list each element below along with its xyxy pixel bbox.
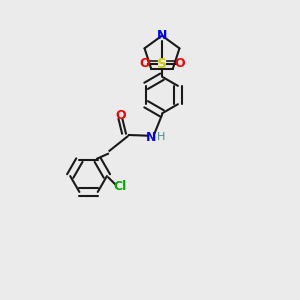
Text: Cl: Cl <box>113 180 127 193</box>
Text: O: O <box>116 109 126 122</box>
Text: S: S <box>157 57 167 71</box>
Text: N: N <box>146 131 156 144</box>
Text: O: O <box>140 57 150 70</box>
Text: H: H <box>157 132 165 142</box>
Text: N: N <box>157 29 167 42</box>
Text: O: O <box>174 57 184 70</box>
